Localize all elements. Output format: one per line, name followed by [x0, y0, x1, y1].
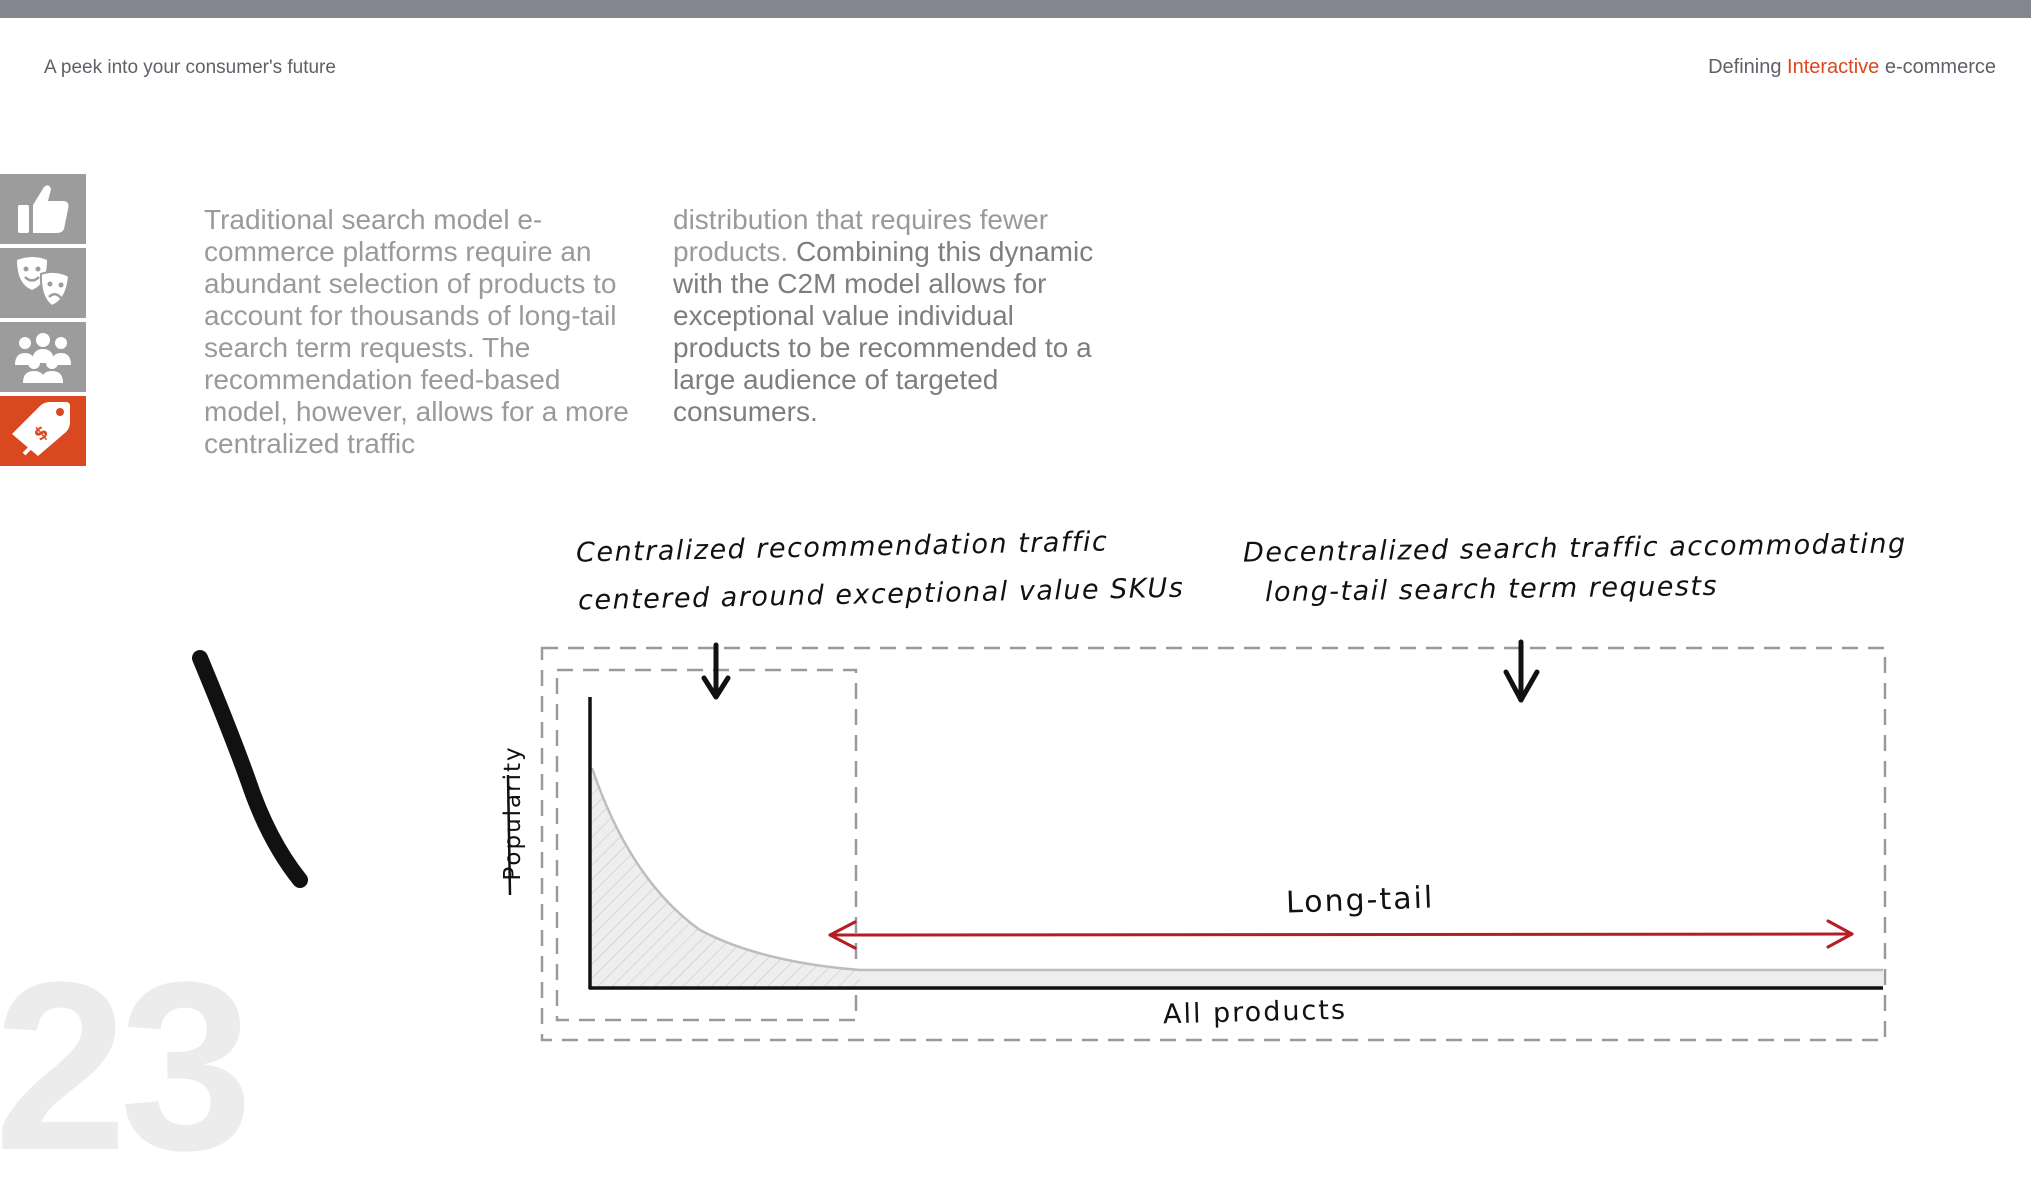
annotation-decentralized-line2: long-tail search term requests	[1264, 570, 1719, 609]
page-subtitle: A peek into your consumer's future	[44, 57, 336, 78]
brush-stroke	[192, 650, 308, 888]
body-text-column-2: distribution that requires fewer product…	[673, 204, 1123, 428]
section-title: Defining Interactive e-commerce	[1708, 56, 1996, 79]
y-axis-label: Popularity	[500, 745, 526, 881]
long-tail-label: Long-tail	[1285, 880, 1435, 921]
x-axis-label: All products	[1162, 994, 1348, 1031]
section-title-prefix: Defining	[1708, 56, 1788, 78]
body-text-column-1: Traditional search model e-commerce plat…	[204, 204, 629, 459]
inner-dashed-frame	[555, 668, 858, 1022]
popularity-curve	[590, 767, 1883, 972]
nav-item-people[interactable]	[0, 322, 86, 392]
theater-masks-icon	[17, 257, 71, 308]
section-title-accent: Interactive	[1787, 56, 1880, 78]
body-text-light: distribution that requires fewer product…	[673, 204, 1049, 267]
popularity-curve-fill	[592, 768, 1883, 988]
long-tail-diagram	[192, 639, 1887, 1042]
page-number: 23	[0, 932, 253, 1200]
nav-item-price-tag[interactable]: $	[0, 396, 86, 466]
outer-dashed-frame	[540, 646, 1887, 1042]
price-tag-icon: $	[12, 402, 70, 456]
long-tail-arrow	[828, 919, 1854, 950]
nav-item-thumbs-up[interactable]	[0, 174, 86, 244]
top-bar	[0, 0, 2031, 18]
down-arrow-right	[1503, 639, 1540, 703]
section-title-suffix: e-commerce	[1879, 56, 1996, 78]
down-arrow-left	[701, 642, 731, 700]
side-nav: $	[0, 174, 86, 470]
people-group-icon	[15, 333, 71, 383]
nav-item-masks[interactable]	[0, 248, 86, 318]
body-text-emphasis: Combining this dynamic with the C2M mode…	[673, 236, 1094, 427]
popularity-curve-hatch	[592, 768, 860, 988]
thumbs-up-icon	[18, 185, 69, 233]
y-label-underline	[506, 774, 512, 896]
